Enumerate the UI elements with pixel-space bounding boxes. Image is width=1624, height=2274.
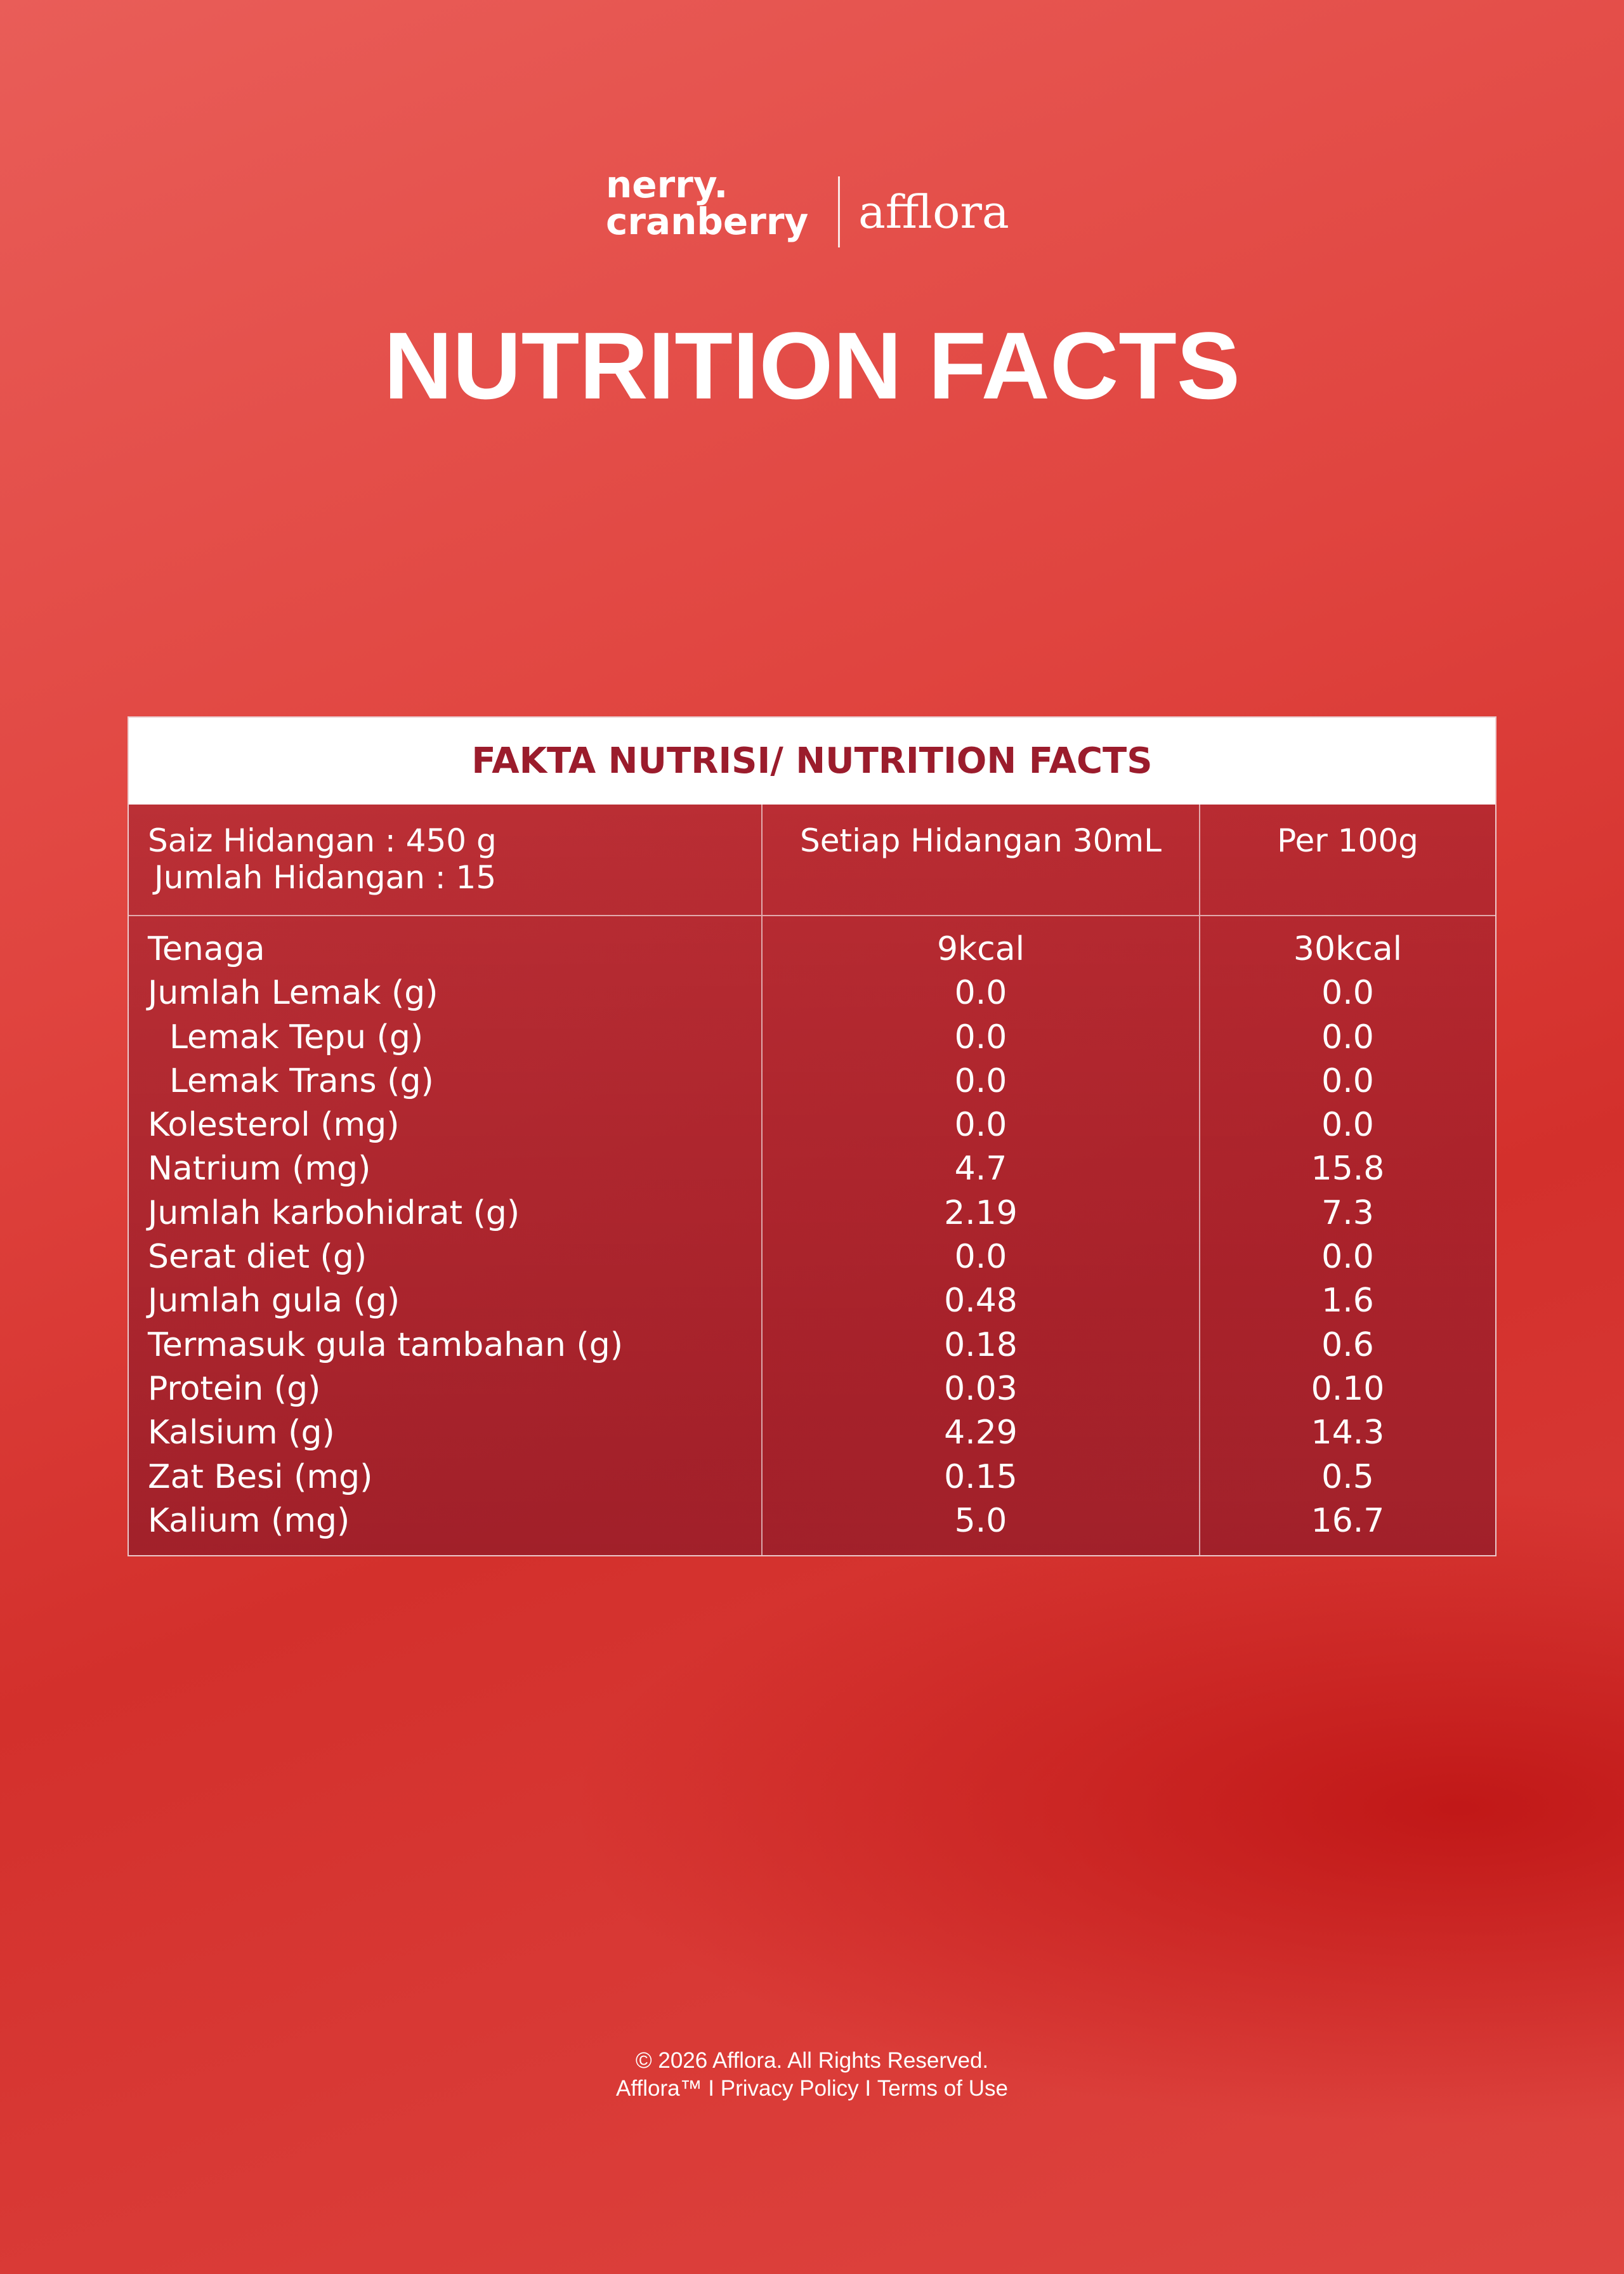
row-label: Tenaga	[148, 930, 265, 968]
per100-value: 0.0	[1321, 1238, 1374, 1277]
footer-link[interactable]: Terms of Use	[877, 2076, 1008, 2101]
row-label: Natrium (mg)	[148, 1150, 371, 1188]
table-title: FAKTA NUTRISI/ NUTRITION FACTS	[129, 718, 1495, 805]
footer-link[interactable]: Privacy Policy	[720, 2076, 859, 2101]
serving-value: 0.18	[944, 1325, 1018, 1364]
row-label: Protein (g)	[148, 1369, 321, 1408]
brand-line: cranberry	[606, 200, 809, 243]
header-cell: Per 100g	[1200, 805, 1495, 916]
link-separator: I	[858, 2076, 877, 2101]
row-label: Jumlah Lemak (g)	[148, 974, 438, 1013]
table-header: Saiz Hidangan : 450 g Jumlah Hidangan : …	[129, 805, 1495, 916]
page-title: NUTRITION FACTS	[384, 312, 1240, 419]
row-label: Lemak Trans (g)	[169, 1061, 434, 1100]
brand-logo: nerry. cranberry	[606, 166, 808, 240]
per100-value: 30kcal	[1293, 930, 1403, 968]
per100-value: 0.0	[1321, 1106, 1374, 1145]
copyright: © 2026 Afflora. All Rights Reserved.	[635, 2048, 989, 2073]
nutrition-table: FAKTA NUTRISI/ NUTRITION FACTS Saiz Hida…	[128, 716, 1496, 1556]
per100-value: 0.0	[1321, 1061, 1374, 1100]
partner-logo: afflora	[858, 185, 1009, 239]
footer-links: Afflora™ I Privacy Policy I Terms of Use	[0, 2075, 1624, 2103]
per100-value: 0.10	[1311, 1369, 1385, 1408]
serving-value: 0.0	[954, 1018, 1007, 1056]
serving-value: 0.0	[954, 1061, 1007, 1100]
logo-divider	[838, 176, 840, 247]
row-label: Zat Besi (mg)	[148, 1457, 373, 1496]
row-label: Kalsium (g)	[148, 1414, 335, 1452]
row-label: Lemak Tepu (g)	[169, 1018, 424, 1056]
serving-column: 9kcal 0.0 0.0 0.0 0.0 4.7 2.19 0.0 0.48 0.18 0.03 4…	[763, 916, 1200, 1555]
serving-value: 9kcal	[936, 930, 1025, 968]
serving-value: 4.29	[944, 1414, 1018, 1452]
footer-link[interactable]: Afflora™	[616, 2076, 702, 2101]
serving-value: 0.48	[944, 1282, 1018, 1320]
per100-value: 0.0	[1321, 1018, 1374, 1056]
per100-value: 1.6	[1321, 1282, 1374, 1320]
per100-value: 0.5	[1321, 1457, 1374, 1496]
serving-value: 0.0	[954, 1106, 1007, 1145]
row-label: Serat diet (g)	[148, 1238, 367, 1277]
footer: © 2026 Afflora. All Rights Reserved. Aff…	[0, 2047, 1624, 2103]
per100-value: 15.8	[1311, 1150, 1385, 1188]
serving-value: 0.0	[954, 974, 1007, 1013]
header-line: Saiz Hidangan : 450 g	[148, 822, 497, 859]
header-cell: Saiz Hidangan : 450 g Jumlah Hidangan : …	[129, 805, 763, 916]
serving-value: 0.03	[944, 1369, 1018, 1408]
per100-value: 16.7	[1311, 1501, 1385, 1540]
per100-value: 0.0	[1321, 974, 1374, 1013]
link-separator: I	[702, 2076, 721, 2101]
row-label: Jumlah karbohidrat (g)	[148, 1193, 520, 1232]
serving-value: 5.0	[954, 1501, 1007, 1540]
serving-value: 0.0	[954, 1238, 1007, 1277]
row-label: Jumlah gula (g)	[148, 1282, 400, 1320]
per100-value: 0.6	[1321, 1325, 1374, 1364]
row-label: Kolesterol (mg)	[148, 1106, 400, 1145]
label-column: Tenaga Jumlah Lemak (g) Lemak Tepu (g) Lema…	[129, 916, 763, 1555]
header-cell: Setiap Hidangan 30mL	[763, 805, 1200, 916]
header-line: Jumlah Hidangan : 15	[154, 859, 497, 896]
row-label: Kalium (mg)	[148, 1501, 350, 1540]
per100-value: 14.3	[1311, 1414, 1385, 1452]
serving-value: 0.15	[944, 1457, 1018, 1496]
table-body: Tenaga Jumlah Lemak (g) Lemak Tepu (g) Lema…	[129, 916, 1495, 1555]
per100-value: 7.3	[1321, 1193, 1374, 1232]
brand-line: nerry.	[606, 163, 728, 206]
serving-value: 2.19	[944, 1193, 1018, 1232]
per100-column: 30kcal 0.0 0.0 0.0 0.0 15.8 7.3 0.0 1.6 0.6 0.10 14…	[1200, 916, 1495, 1555]
serving-value: 4.7	[954, 1150, 1007, 1188]
row-label: Termasuk gula tambahan (g)	[148, 1325, 624, 1364]
